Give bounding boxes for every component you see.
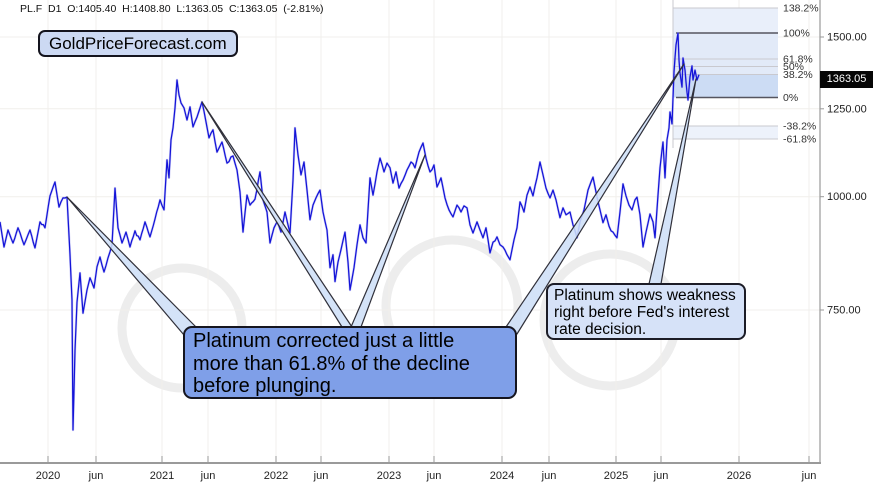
annotation-line: Platinum shows weakness xyxy=(554,287,736,304)
annotation-line: more than 61.8% of the decline xyxy=(193,352,470,375)
x-tick-label: 2025 xyxy=(604,470,628,482)
fib-level-label: 100% xyxy=(783,28,810,40)
x-tick-label: 2026 xyxy=(727,470,751,482)
fib-level-label: 38.2% xyxy=(783,69,813,81)
x-tick-label: jun xyxy=(801,470,817,482)
annotation-line: right before Fed's interest xyxy=(554,304,730,321)
x-tick-label: jun xyxy=(426,470,442,482)
y-tick-label: 750.00 xyxy=(827,305,861,317)
x-tick-label: jun xyxy=(541,470,557,482)
fib-level-label: 50% xyxy=(783,61,804,73)
y-tick-label: 1500.00 xyxy=(827,32,867,44)
y-tick-label: 1250.00 xyxy=(827,103,867,115)
annotation-box-correction[interactable]: Platinum corrected just a little more th… xyxy=(183,326,517,399)
fib-band xyxy=(673,74,778,98)
x-tick-label: 2021 xyxy=(150,470,174,482)
fib-level-label: -38.2% xyxy=(783,121,816,133)
instrument-ohlc-readout: PL.F D1 O:1405.40 H:1408.80 L:1363.05 C:… xyxy=(20,3,324,15)
x-tick-label: jun xyxy=(88,470,104,482)
y-tick-label: 1000.00 xyxy=(827,191,867,203)
annotation-box-fed-weakness[interactable]: Platinum shows weakness right before Fed… xyxy=(546,283,746,340)
x-tick-label: 2022 xyxy=(264,470,288,482)
x-tick-label: jun xyxy=(200,470,216,482)
x-tick-label: jun xyxy=(313,470,329,482)
fib-level-label: 61.8% xyxy=(783,54,813,66)
x-tick-label: 2023 xyxy=(377,470,401,482)
fib-level-label: 0% xyxy=(783,92,798,104)
last-price-badge: 1363.05 xyxy=(820,71,873,88)
annotation-line: before plunging. xyxy=(193,375,337,397)
brand-watermark-badge: GoldPriceForecast.com xyxy=(38,30,238,57)
fib-band xyxy=(673,8,778,33)
x-tick-label: jun xyxy=(653,470,669,482)
fib-level-label: 138.2% xyxy=(783,3,819,15)
fib-band xyxy=(673,126,778,139)
fib-level-label: -61.8% xyxy=(783,134,816,146)
price-line xyxy=(0,32,700,431)
x-tick-label: 2020 xyxy=(36,470,60,482)
x-tick-label: 2024 xyxy=(490,470,514,482)
annotation-line: rate decision. xyxy=(554,321,647,338)
annotation-line: Platinum corrected just a little xyxy=(193,330,455,352)
